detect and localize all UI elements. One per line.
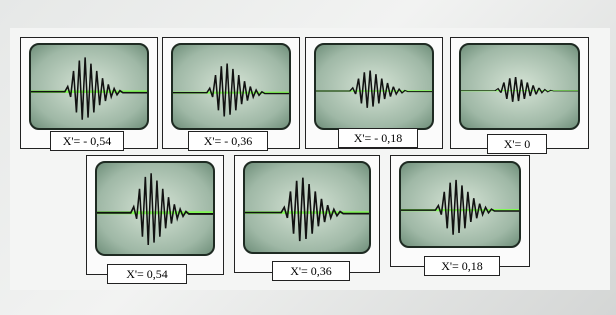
screen [399, 161, 521, 248]
screen [314, 43, 434, 130]
card-label: X'= 0 [487, 134, 547, 154]
card-label: X'= 0,36 [272, 261, 350, 281]
screen [29, 43, 149, 130]
oscilloscope-card [86, 155, 224, 275]
screen [459, 43, 580, 130]
card-label: X'= 0,18 [424, 256, 500, 276]
screen [243, 161, 371, 254]
waveform [401, 163, 519, 246]
waveform [97, 163, 213, 254]
screen [95, 161, 215, 256]
oscilloscope-card [390, 155, 530, 267]
card-label: X'= - 0,36 [188, 131, 268, 151]
card-label: X'= - 0,18 [338, 128, 418, 148]
oscilloscope-card [234, 155, 380, 273]
card-label: X'= - 0,54 [50, 131, 124, 151]
waveform [316, 45, 432, 128]
oscilloscope-card [450, 37, 589, 149]
screen [171, 43, 291, 130]
waveform [245, 163, 369, 252]
card-label: X'= 0,54 [107, 264, 187, 284]
waveform [173, 45, 289, 128]
waveform [31, 45, 147, 128]
photo: X'= - 0,54 X'= - 0,36 X'= - 0,18 X'= 0 X… [0, 0, 616, 315]
waveform [461, 45, 578, 128]
